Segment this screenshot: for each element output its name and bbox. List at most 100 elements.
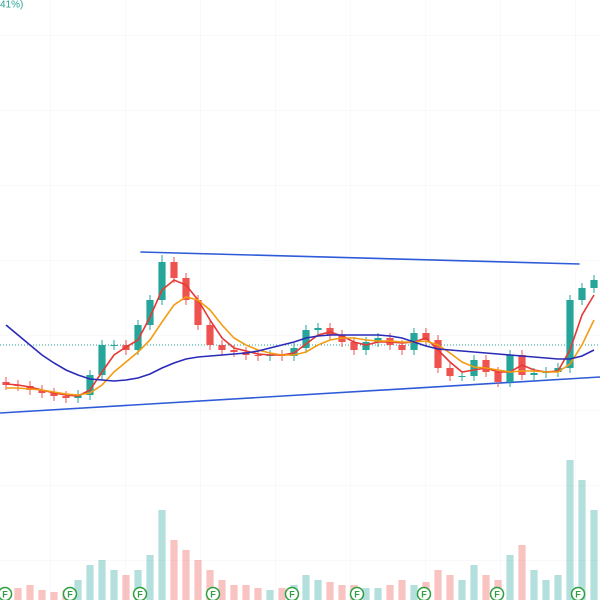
volume-bar bbox=[314, 580, 322, 600]
event-marker bbox=[0, 586, 13, 600]
candle-body bbox=[254, 355, 262, 356]
candle-body bbox=[530, 373, 538, 375]
volume-bar bbox=[26, 585, 34, 600]
volume-bar bbox=[50, 592, 58, 600]
event-marker bbox=[416, 586, 432, 600]
volume-bar bbox=[530, 570, 538, 600]
candle-body bbox=[62, 396, 70, 398]
candle-body bbox=[578, 288, 586, 300]
event-label: F bbox=[210, 589, 216, 599]
volume-bar bbox=[398, 580, 406, 600]
volume-bar bbox=[458, 580, 466, 600]
volume-bar bbox=[386, 585, 394, 600]
volume-bar bbox=[14, 588, 22, 600]
volume-bar bbox=[374, 588, 382, 600]
volume-bar bbox=[578, 480, 586, 600]
volume-bar bbox=[506, 555, 514, 600]
candle-body bbox=[494, 372, 502, 382]
moving-average bbox=[5, 324, 595, 382]
volume-bar bbox=[122, 575, 130, 600]
candle-body bbox=[158, 262, 166, 300]
event-label: F bbox=[2, 589, 8, 599]
trendline bbox=[140, 251, 580, 265]
volume-bar bbox=[590, 510, 598, 600]
volume-bar bbox=[446, 575, 454, 600]
volume-bar bbox=[38, 590, 46, 600]
volume-bar bbox=[326, 582, 334, 600]
candle-body bbox=[398, 345, 406, 350]
candle-body bbox=[566, 300, 574, 368]
event-label: F bbox=[67, 589, 73, 599]
volume-bar bbox=[566, 460, 574, 600]
volume-bar bbox=[470, 565, 478, 600]
candle-body bbox=[458, 376, 466, 377]
candle-body bbox=[26, 386, 34, 390]
candle-body bbox=[374, 338, 382, 342]
candle-body bbox=[146, 300, 154, 325]
candle-body bbox=[182, 278, 190, 300]
candle-body bbox=[434, 340, 442, 368]
volume-bar bbox=[302, 575, 310, 600]
candle-body bbox=[170, 262, 178, 278]
event-marker bbox=[349, 586, 365, 600]
volume-bar bbox=[338, 585, 346, 600]
candle-body bbox=[230, 350, 238, 352]
trendline bbox=[0, 376, 600, 414]
volume-bar bbox=[266, 590, 274, 600]
volume-bar bbox=[182, 550, 190, 600]
event-label: F bbox=[494, 589, 500, 599]
volume-bar bbox=[554, 575, 562, 600]
volume-bar bbox=[542, 580, 550, 600]
volume-bar bbox=[110, 570, 118, 600]
event-marker bbox=[62, 586, 78, 600]
event-label: F bbox=[137, 589, 143, 599]
candle-body bbox=[482, 360, 490, 372]
candle-body bbox=[2, 382, 10, 385]
candle-body bbox=[302, 330, 310, 348]
volume-bar bbox=[254, 588, 262, 600]
header-text: 41%) bbox=[0, 0, 23, 11]
candle-body bbox=[422, 333, 430, 340]
volume-bar bbox=[362, 588, 370, 600]
candle-body bbox=[38, 390, 46, 393]
volume-bar bbox=[518, 545, 526, 600]
candle-body bbox=[98, 345, 106, 375]
candle-body bbox=[86, 375, 94, 395]
volume-bar bbox=[86, 565, 94, 600]
volume-bar bbox=[74, 580, 82, 600]
candle-body bbox=[134, 325, 142, 350]
volume-bar bbox=[218, 580, 226, 600]
volume-bar bbox=[134, 570, 142, 600]
event-marker bbox=[570, 586, 586, 600]
candle-body bbox=[446, 368, 454, 376]
moving-average bbox=[6, 296, 595, 396]
candle-body bbox=[590, 280, 598, 288]
volume-bar bbox=[206, 570, 214, 600]
event-label: F bbox=[354, 589, 360, 599]
event-label: F bbox=[289, 589, 295, 599]
candle-body bbox=[362, 342, 370, 350]
event-label: F bbox=[575, 589, 581, 599]
volume-bar bbox=[146, 555, 154, 600]
volume-bar bbox=[434, 570, 442, 600]
event-marker bbox=[132, 586, 148, 600]
event-marker bbox=[205, 586, 221, 600]
volume-bar bbox=[230, 585, 238, 600]
volume-bar bbox=[158, 510, 166, 600]
volume-bar bbox=[170, 540, 178, 600]
event-label: F bbox=[421, 589, 427, 599]
volume-bar bbox=[410, 585, 418, 600]
candle-body bbox=[506, 355, 514, 382]
candle-body bbox=[314, 328, 322, 330]
event-marker bbox=[489, 586, 505, 600]
volume-bar bbox=[242, 585, 250, 600]
candle-body bbox=[470, 360, 478, 376]
volume-bar bbox=[194, 560, 202, 600]
volume-bar bbox=[98, 560, 106, 600]
candle-body bbox=[50, 393, 58, 396]
volume-bar bbox=[278, 588, 286, 600]
moving-average bbox=[5, 279, 595, 397]
event-marker bbox=[284, 586, 300, 600]
